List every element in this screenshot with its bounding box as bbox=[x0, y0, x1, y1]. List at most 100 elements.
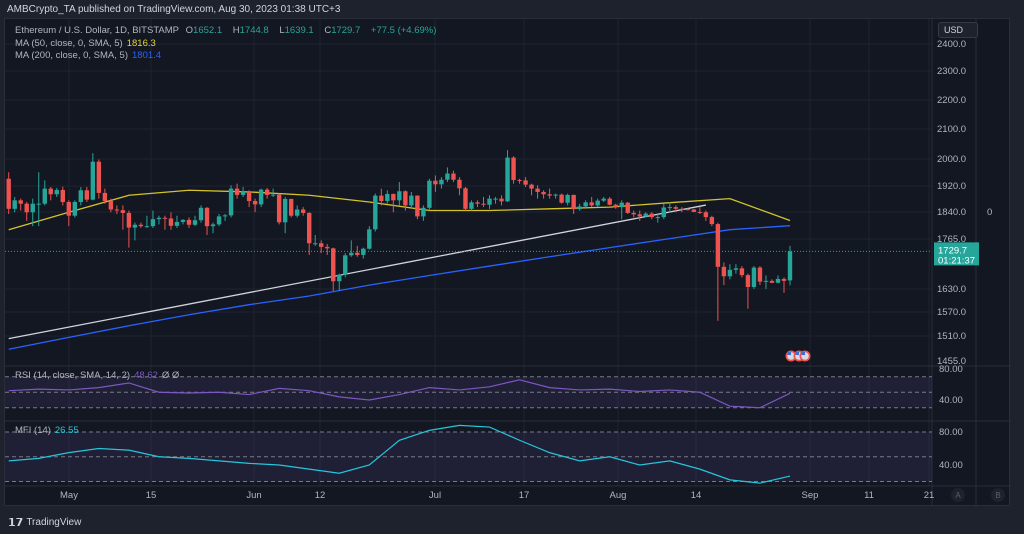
candle bbox=[733, 264, 739, 274]
candle bbox=[54, 187, 59, 197]
candle-body bbox=[661, 207, 666, 218]
candle-body bbox=[349, 252, 354, 256]
candle-body bbox=[276, 194, 282, 223]
candle-body bbox=[631, 212, 636, 215]
candle-body bbox=[84, 190, 90, 200]
rsi-line bbox=[8, 379, 791, 409]
candle-body bbox=[739, 268, 745, 276]
candle bbox=[240, 186, 246, 197]
candle bbox=[331, 247, 336, 291]
candle-body bbox=[763, 280, 769, 282]
candle bbox=[337, 273, 342, 291]
candle-body bbox=[403, 191, 408, 206]
candle-body bbox=[12, 200, 17, 209]
candle bbox=[775, 275, 781, 284]
candle bbox=[613, 203, 618, 209]
candle bbox=[529, 183, 534, 196]
time-tick-label: 14 bbox=[691, 490, 702, 501]
candle bbox=[547, 188, 552, 199]
time-tick-label: Jul bbox=[429, 490, 441, 501]
candle-body bbox=[619, 202, 624, 208]
candle-body bbox=[186, 219, 192, 225]
scale-button-b[interactable] bbox=[991, 488, 1005, 502]
candle bbox=[192, 215, 198, 227]
candle bbox=[264, 187, 270, 199]
price-tick-label: 1920.0 bbox=[937, 181, 966, 192]
candle-body bbox=[6, 178, 11, 209]
mfi-value: 26.55 bbox=[54, 425, 79, 436]
candle bbox=[60, 186, 65, 206]
candle-body bbox=[583, 202, 588, 207]
candle bbox=[403, 190, 408, 211]
time-tick-label: 15 bbox=[146, 490, 157, 501]
tradingview-logo[interactable]: 𝟭𝟳 TradingView bbox=[8, 517, 82, 529]
ma200-legend[interactable]: MA (200, close, 0, SMA, 5) 1801.4 bbox=[15, 50, 162, 61]
rsi-tick-label: 40.00 bbox=[939, 395, 963, 406]
candle-body bbox=[90, 161, 96, 200]
ohlc-low: L1639.1 bbox=[279, 25, 314, 36]
candle-body bbox=[547, 194, 552, 196]
candle bbox=[517, 178, 522, 184]
rsi-tick-label: 80.00 bbox=[939, 364, 963, 375]
rsi-value: 48.62 bbox=[134, 370, 158, 381]
price-tick-label: 1630.0 bbox=[937, 284, 966, 295]
us-event-flag-icon bbox=[785, 350, 797, 362]
candle bbox=[433, 175, 438, 192]
candle bbox=[234, 183, 240, 199]
ma50-legend[interactable]: MA (50, close, 0, SMA, 5) 1816.3 bbox=[15, 38, 156, 49]
candle-body bbox=[691, 209, 697, 212]
candle bbox=[373, 193, 378, 232]
candle bbox=[553, 193, 558, 199]
candle bbox=[469, 200, 474, 211]
candle bbox=[691, 208, 697, 213]
candle-body bbox=[565, 194, 570, 203]
candle bbox=[667, 202, 672, 213]
candle-body bbox=[715, 224, 721, 267]
candle bbox=[30, 198, 35, 227]
candle bbox=[463, 186, 468, 211]
scale-button-label: A bbox=[955, 491, 961, 500]
candle bbox=[583, 200, 588, 209]
candle-body bbox=[523, 180, 528, 185]
candle-body bbox=[475, 202, 480, 204]
candle bbox=[313, 235, 318, 246]
candle bbox=[685, 208, 691, 211]
candle bbox=[168, 212, 174, 230]
scale-button-a[interactable] bbox=[951, 488, 965, 502]
currency-selector[interactable]: USD bbox=[938, 22, 978, 38]
candle bbox=[174, 215, 180, 228]
candle bbox=[589, 196, 594, 208]
candle-body bbox=[709, 217, 715, 225]
candle-body bbox=[559, 194, 564, 203]
candle bbox=[343, 253, 348, 278]
candle bbox=[769, 279, 775, 284]
price-chart[interactable]: 2400.0 2300.0 2200.0 2100.0 2000.0 1920.0 1840… bbox=[5, 19, 1011, 507]
candle bbox=[715, 222, 721, 321]
candle-body bbox=[258, 189, 264, 205]
candle bbox=[222, 213, 228, 221]
mfi-legend[interactable]: MFI (14) 26.55 bbox=[15, 425, 79, 436]
candle bbox=[457, 177, 462, 196]
candle-body bbox=[168, 218, 174, 226]
candle bbox=[349, 240, 354, 257]
mfi-line bbox=[8, 424, 791, 484]
candle-body bbox=[150, 219, 156, 227]
flag-canton bbox=[787, 352, 791, 355]
candle-body bbox=[331, 248, 336, 282]
candle bbox=[421, 205, 426, 221]
publish-info: AMBCrypto_TA published on TradingView.co… bbox=[7, 4, 341, 15]
candle-body bbox=[703, 212, 709, 218]
chart-frame[interactable]: 2400.0 2300.0 2200.0 2100.0 2000.0 1920.0 1840… bbox=[4, 18, 1011, 507]
candle-body bbox=[373, 195, 378, 230]
time-tick-label: 11 bbox=[864, 490, 874, 501]
candle bbox=[709, 215, 715, 227]
candle-body bbox=[577, 206, 582, 210]
candle bbox=[228, 185, 234, 218]
symbol-legend: Ethereum / U.S. Dollar, 1D, BITSTAMP O16… bbox=[15, 25, 440, 36]
candle bbox=[781, 277, 787, 293]
candle-body bbox=[216, 216, 222, 225]
candle-body bbox=[721, 266, 727, 277]
candle-body bbox=[144, 226, 150, 228]
rsi-legend[interactable]: RSI (14, close, SMA, 14, 2) 48.62 Ø Ø bbox=[15, 370, 180, 381]
candle bbox=[210, 222, 216, 234]
